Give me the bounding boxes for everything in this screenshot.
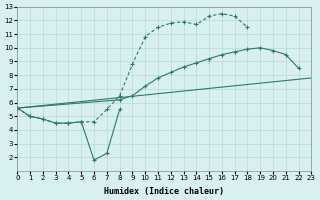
X-axis label: Humidex (Indice chaleur): Humidex (Indice chaleur) xyxy=(104,187,224,196)
